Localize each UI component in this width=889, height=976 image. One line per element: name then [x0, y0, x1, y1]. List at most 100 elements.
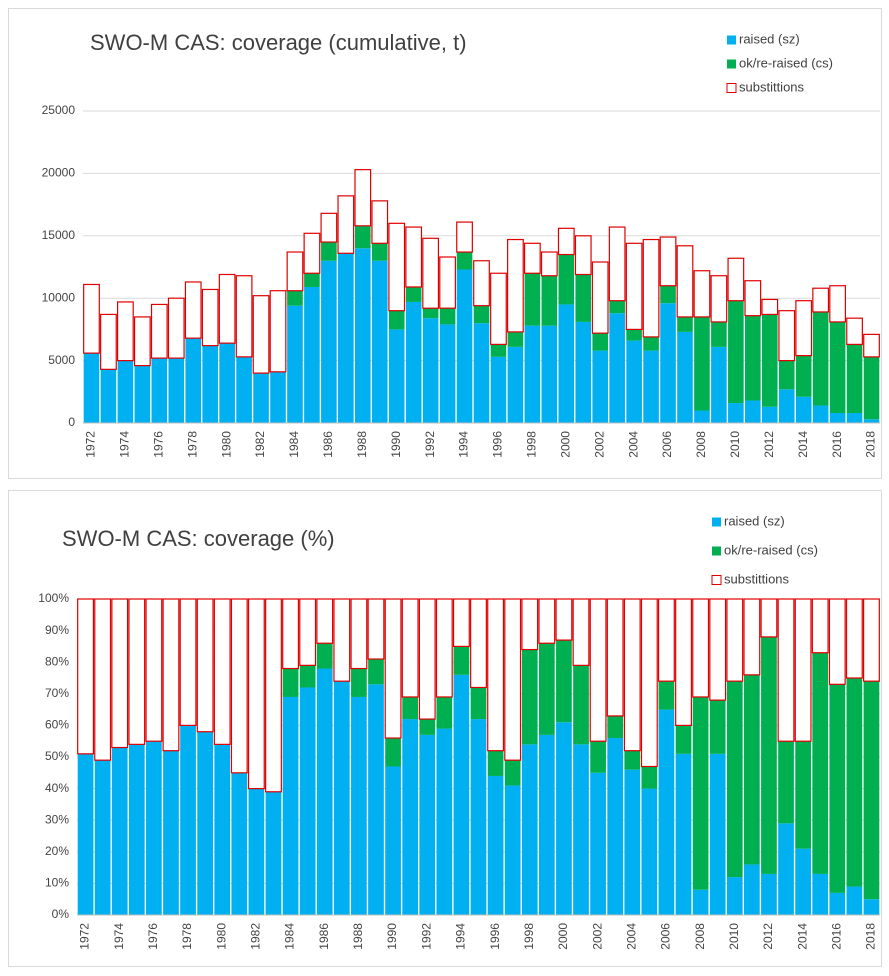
bar	[145, 598, 163, 742]
bar	[473, 323, 490, 423]
bar	[795, 848, 811, 915]
x-tick-label: 1978	[180, 923, 194, 950]
bar	[590, 772, 606, 915]
bar	[179, 598, 197, 727]
bar	[541, 325, 558, 423]
bar	[760, 598, 778, 638]
bar	[368, 659, 384, 685]
bar	[829, 413, 846, 423]
legend-label: substittions	[739, 79, 805, 94]
bar	[184, 281, 202, 339]
bar	[473, 260, 490, 307]
bar	[709, 753, 726, 915]
bar	[607, 715, 624, 739]
bar	[453, 646, 470, 675]
bar	[299, 687, 316, 915]
bar	[218, 273, 236, 344]
bar	[77, 598, 95, 755]
bar	[778, 823, 794, 915]
bar	[863, 419, 880, 423]
bar	[575, 321, 592, 423]
bar	[83, 283, 100, 354]
bar	[592, 333, 609, 351]
legend-swatch	[727, 59, 736, 69]
x-tick-label: 2000	[556, 923, 570, 950]
bar	[676, 245, 694, 318]
bar	[320, 212, 338, 243]
bar	[675, 598, 692, 727]
bar	[439, 256, 456, 309]
bar	[507, 238, 524, 333]
x-tick-label: 2014	[796, 431, 810, 458]
x-tick-label: 2016	[829, 923, 843, 950]
bar	[117, 360, 134, 423]
bar	[521, 649, 538, 745]
bar	[640, 598, 658, 768]
bar	[812, 287, 830, 313]
bar	[761, 314, 778, 407]
bar	[692, 889, 709, 915]
bar	[134, 365, 151, 423]
bar	[470, 598, 487, 689]
bar	[811, 598, 829, 654]
bar	[709, 598, 727, 701]
bar	[419, 719, 436, 735]
bar	[388, 310, 405, 330]
legend-label: raised (sz)	[739, 31, 800, 46]
bar	[692, 598, 710, 698]
bar	[504, 598, 522, 761]
bar	[626, 329, 642, 341]
bar	[422, 318, 439, 423]
bar	[367, 598, 385, 660]
x-tick-label: 1980	[219, 431, 233, 458]
bar	[490, 356, 507, 423]
x-tick-label: 1984	[283, 923, 297, 950]
x-tick-label: 2008	[693, 923, 707, 950]
x-tick-label: 1980	[214, 923, 228, 950]
bar	[384, 598, 402, 739]
bar	[538, 643, 555, 735]
bar	[761, 406, 778, 423]
bar	[608, 226, 626, 302]
bar	[812, 873, 829, 915]
bar	[388, 329, 405, 423]
bar	[77, 753, 94, 915]
x-tick-label: 1974	[118, 431, 132, 458]
x-tick-label: 1992	[423, 431, 437, 458]
bar	[778, 389, 795, 423]
bar	[213, 598, 231, 745]
bar	[507, 346, 524, 423]
bar	[419, 734, 436, 915]
bar	[371, 260, 388, 423]
bar	[418, 598, 436, 720]
bar	[589, 598, 607, 742]
x-tick-label: 2002	[590, 923, 604, 950]
bar	[282, 696, 299, 915]
bar	[214, 744, 231, 915]
bar	[812, 311, 829, 406]
x-tick-label: 2018	[864, 431, 878, 458]
bar	[371, 200, 389, 244]
legend-label: substittions	[724, 571, 790, 586]
x-tick-label: 1998	[525, 431, 539, 458]
bar	[405, 301, 422, 423]
x-tick-label: 1998	[522, 923, 536, 950]
x-tick-label: 1982	[249, 923, 263, 950]
x-tick-label: 1976	[151, 431, 165, 458]
bar	[609, 313, 625, 423]
bar	[304, 273, 320, 287]
x-tick-label: 1972	[84, 431, 98, 458]
bar	[778, 310, 796, 362]
bar	[609, 300, 625, 314]
bar	[812, 405, 829, 423]
bar	[230, 598, 248, 774]
bar	[642, 238, 660, 338]
bar	[452, 598, 470, 648]
x-tick-label: 2002	[592, 431, 606, 458]
bar	[235, 275, 253, 358]
y-tick-label: 40%	[45, 781, 69, 795]
legend-label: ok/re-raised (cs)	[724, 542, 818, 557]
bar	[761, 873, 777, 915]
bar	[744, 674, 760, 865]
x-tick-label: 1974	[112, 923, 126, 950]
